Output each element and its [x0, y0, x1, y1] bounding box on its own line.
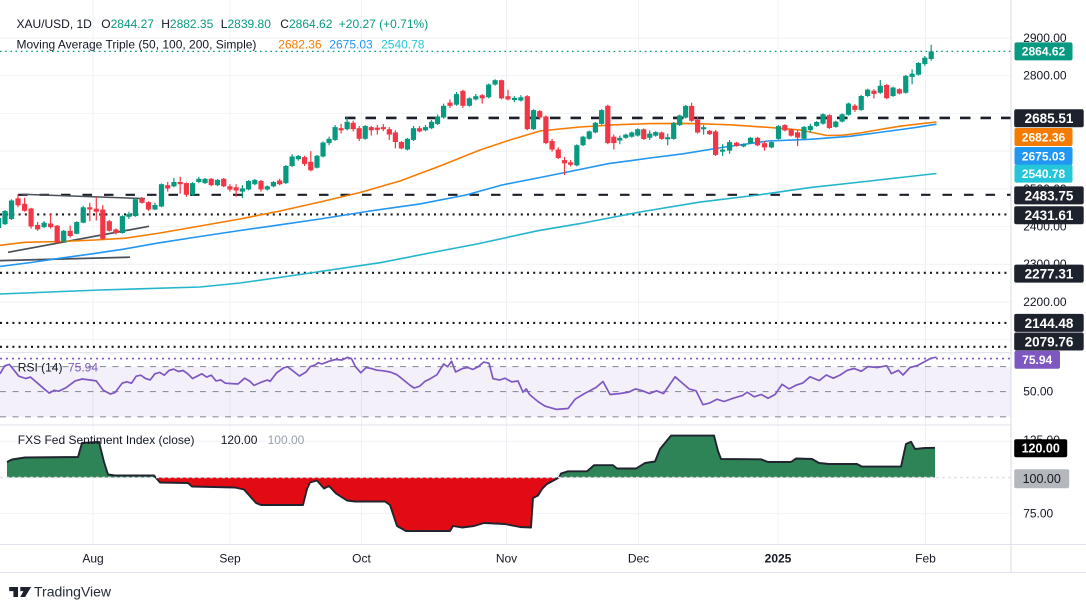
svg-text:2864.62: 2864.62 — [289, 17, 333, 31]
svg-text:2682.36: 2682.36 — [278, 38, 322, 52]
svg-text:75.00: 75.00 — [1023, 507, 1053, 521]
svg-text:+20.27 (+0.71%): +20.27 (+0.71%) — [339, 17, 428, 31]
svg-text:2682.36: 2682.36 — [1022, 130, 1066, 144]
svg-text:Aug: Aug — [82, 552, 103, 566]
svg-text:C: C — [280, 17, 289, 31]
svg-text:2675.03: 2675.03 — [329, 38, 373, 52]
svg-text:2800.00: 2800.00 — [1023, 69, 1067, 83]
svg-text:L: L — [221, 17, 228, 31]
svg-text:Feb: Feb — [915, 552, 936, 566]
svg-text:2864.62: 2864.62 — [1022, 45, 1066, 59]
svg-text:O: O — [101, 17, 110, 31]
svg-text:XAU/USD, 1D: XAU/USD, 1D — [17, 17, 93, 31]
svg-text:75.94: 75.94 — [1022, 353, 1052, 367]
svg-text:Dec: Dec — [628, 552, 649, 566]
svg-text:Nov: Nov — [496, 552, 517, 566]
svg-text:100.00: 100.00 — [1023, 472, 1061, 486]
svg-text:RSI (14): RSI (14) — [18, 361, 63, 375]
svg-text:2675.03: 2675.03 — [1022, 149, 1066, 163]
svg-text:TradingView: TradingView — [34, 584, 112, 600]
svg-text:2483.75: 2483.75 — [1025, 188, 1074, 203]
svg-text:2079.76: 2079.76 — [1025, 334, 1074, 349]
svg-text:2144.48: 2144.48 — [1025, 316, 1074, 331]
svg-text:2882.35: 2882.35 — [170, 17, 214, 31]
svg-text:H: H — [161, 17, 170, 31]
svg-text:2200.00: 2200.00 — [1023, 295, 1067, 309]
svg-text:Moving Average Triple (50, 100: Moving Average Triple (50, 100, 200, Sim… — [17, 38, 257, 52]
svg-text:2431.61: 2431.61 — [1025, 208, 1074, 223]
svg-text:2900.00: 2900.00 — [1023, 31, 1067, 45]
svg-text:FXS Fed Sentiment Index (close: FXS Fed Sentiment Index (close) — [18, 433, 195, 447]
svg-text:Oct: Oct — [352, 552, 371, 566]
svg-text:50.00: 50.00 — [1023, 384, 1053, 398]
svg-text:2277.31: 2277.31 — [1025, 267, 1074, 282]
svg-text:2844.27: 2844.27 — [111, 17, 155, 31]
svg-text:2025: 2025 — [765, 552, 792, 566]
svg-text:Sep: Sep — [219, 552, 241, 566]
svg-text:2540.78: 2540.78 — [1022, 167, 1066, 181]
svg-text:2685.51: 2685.51 — [1025, 111, 1074, 126]
svg-text:2540.78: 2540.78 — [381, 38, 425, 52]
svg-text:2839.80: 2839.80 — [228, 17, 272, 31]
svg-text:120.00: 120.00 — [221, 433, 258, 447]
svg-text:75.94: 75.94 — [68, 361, 98, 375]
svg-text:100.00: 100.00 — [268, 433, 305, 447]
svg-text:120.00: 120.00 — [1022, 442, 1060, 456]
